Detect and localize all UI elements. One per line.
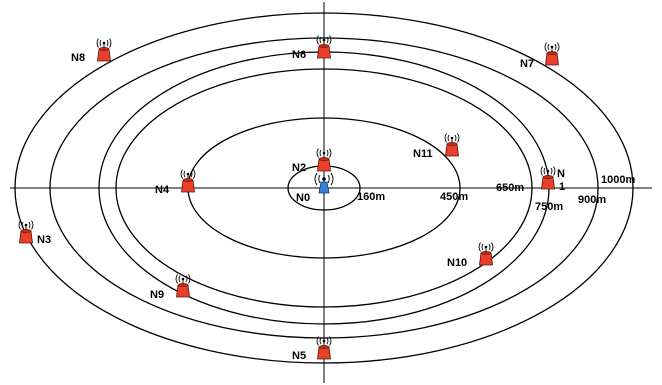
node-n9: N9 (150, 274, 191, 301)
ring-label-160m: 160m (357, 191, 385, 203)
node-label-n4: N4 (155, 184, 170, 196)
ring-label-450m: 450m (440, 191, 468, 203)
radio-tower-icon (316, 35, 332, 59)
node-label-n8: N8 (71, 52, 85, 64)
node-label-n3: N3 (37, 234, 51, 246)
ring-label-750m: 750m (535, 201, 563, 213)
node-n10: N10 (447, 242, 494, 269)
radio-tower-icon (316, 148, 332, 172)
node-n3: N3 (18, 220, 51, 246)
radio-tower-icon (540, 166, 556, 190)
antenna-icon (314, 172, 334, 194)
node-label-n1-top: N (557, 168, 565, 180)
node-n7: N7 (520, 42, 560, 70)
node-label-n10: N10 (447, 257, 467, 269)
node-label-n6: N6 (292, 49, 306, 61)
node-n8: N8 (71, 38, 112, 64)
node-label-n5: N5 (292, 350, 306, 362)
radio-tower-icon (444, 133, 460, 157)
node-n1: N 1 (540, 166, 565, 193)
radio-tower-icon (478, 242, 494, 266)
node-n11: N11 (413, 133, 460, 160)
ring-650m (115, 68, 533, 308)
node-label-n2: N2 (292, 162, 306, 174)
radio-tower-icon (544, 42, 560, 66)
radio-tower-icon (180, 169, 196, 193)
node-label-n9: N9 (150, 289, 164, 301)
ring-1000m (14, 12, 634, 364)
node-label-n0: N0 (296, 192, 310, 204)
radio-tower-icon (96, 38, 112, 62)
node-label-n11: N11 (413, 148, 433, 160)
node-n6: N6 (292, 35, 332, 61)
base-station: N0 (296, 172, 334, 204)
node-n5: N5 (292, 336, 332, 362)
node-label-n1-bottom: 1 (559, 181, 565, 193)
ring-label-900m: 900m (578, 194, 606, 206)
node-label-n7: N7 (520, 58, 534, 70)
ring-label-1000m: 1000m (601, 174, 635, 186)
ring-label-650m: 650m (496, 182, 524, 194)
node-n4: N4 (155, 169, 196, 196)
node-n2: N2 (292, 148, 332, 174)
ring-900m (49, 37, 599, 339)
radio-tower-icon (316, 336, 332, 360)
